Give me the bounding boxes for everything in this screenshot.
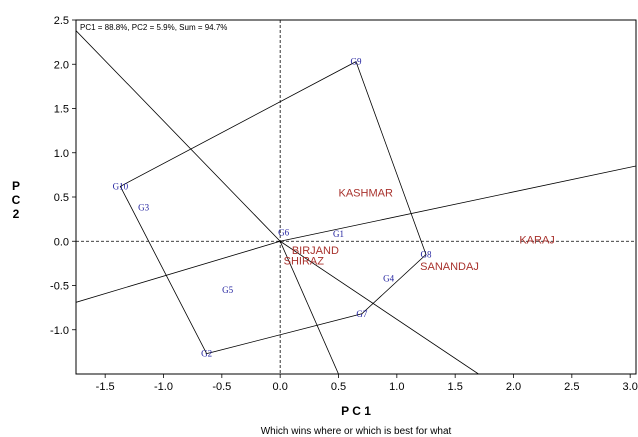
x-tick-label: -0.5 bbox=[212, 381, 231, 393]
y-tick-label: -0.5 bbox=[50, 281, 69, 293]
y-tick-label: 0.0 bbox=[54, 236, 69, 248]
environment-label: KASHMAR bbox=[339, 188, 393, 200]
genotype-label: G8 bbox=[421, 250, 432, 260]
pc-annotation: PC1 = 88.8%, PC2 = 5.9%, Sum = 94.7% bbox=[80, 23, 227, 32]
x-tick-label: 0.5 bbox=[331, 381, 346, 393]
genotype-label: G6 bbox=[278, 227, 289, 237]
environment-label: SHIRAZ bbox=[284, 256, 325, 268]
genotype-label: G4 bbox=[383, 273, 394, 283]
genotype-label: G7 bbox=[356, 309, 367, 319]
origin-lines bbox=[76, 20, 636, 374]
chart-caption: Which wins where or which is best for wh… bbox=[261, 426, 452, 437]
sector-ray bbox=[280, 165, 636, 242]
x-tick-label: 0.0 bbox=[273, 381, 288, 393]
genotype-label: G1 bbox=[333, 229, 344, 239]
genotype-label: G9 bbox=[351, 57, 362, 67]
y-tick-label: 2.5 bbox=[54, 15, 69, 27]
genotype-points: G1 G2 G3 G4 G5 G6 G7 G8 G9 G10 bbox=[113, 57, 432, 359]
y-tick-label: -1.0 bbox=[50, 325, 69, 337]
sector-ray bbox=[279, 241, 339, 374]
y-tick-label: 1.5 bbox=[54, 104, 69, 116]
sector-ray bbox=[76, 240, 281, 303]
genotype-label: G5 bbox=[222, 285, 233, 295]
y-axis-ticks: -1.0 -0.5 0.0 0.5 1.0 1.5 2.0 2.5 bbox=[50, 15, 76, 337]
environment-label: BIRJAND bbox=[292, 245, 339, 257]
x-tick-label: 3.0 bbox=[623, 381, 638, 393]
environment-label: KARAJ bbox=[519, 234, 554, 246]
sector-ray bbox=[279, 240, 479, 374]
convex-hull bbox=[119, 61, 427, 355]
genotype-label: G3 bbox=[138, 203, 149, 213]
sector-rays bbox=[76, 30, 636, 374]
x-tick-label: -1.0 bbox=[154, 381, 173, 393]
x-tick-label: 1.0 bbox=[389, 381, 404, 393]
x-tick-label: 2.0 bbox=[506, 381, 521, 393]
sector-ray bbox=[76, 30, 281, 242]
polygon bbox=[119, 61, 427, 355]
genotype-label: G10 bbox=[113, 181, 129, 191]
x-tick-label: 1.5 bbox=[448, 381, 463, 393]
y-tick-label: 1.0 bbox=[54, 148, 69, 160]
x-axis-ticks: -1.5 -1.0 -0.5 0.0 0.5 1.0 1.5 2.0 2.5 3.0 bbox=[96, 374, 638, 393]
y-tick-label: 0.5 bbox=[54, 192, 69, 204]
y-tick-label: 2.0 bbox=[54, 59, 69, 71]
genotype-label: G2 bbox=[201, 349, 212, 359]
environment-label: SANANDAJ bbox=[420, 261, 479, 273]
x-axis-title: P C 1 bbox=[341, 404, 371, 418]
x-tick-label: 2.5 bbox=[564, 381, 579, 393]
x-tick-label: -1.5 bbox=[96, 381, 115, 393]
